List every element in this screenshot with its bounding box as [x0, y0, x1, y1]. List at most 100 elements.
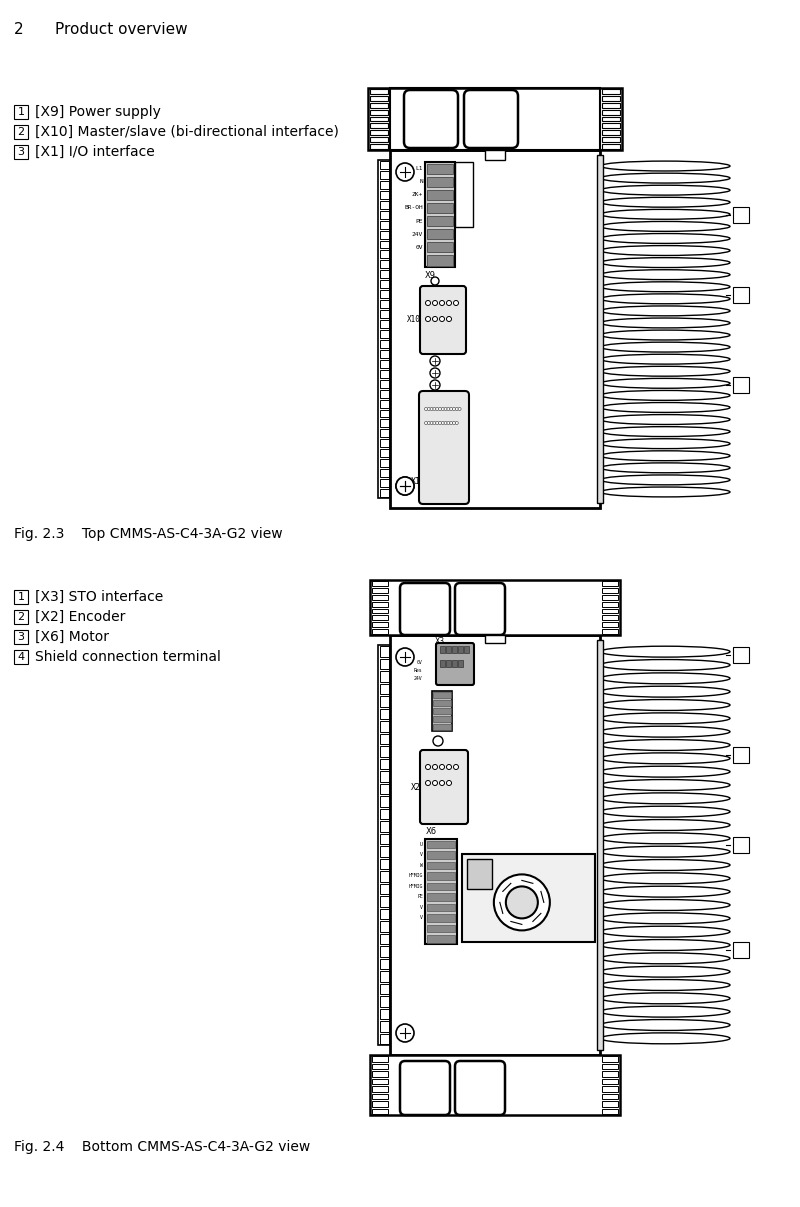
- Circle shape: [433, 316, 438, 321]
- Bar: [380, 390, 389, 397]
- Bar: [380, 200, 389, 209]
- Text: 4: 4: [737, 944, 745, 956]
- Bar: [427, 176, 453, 187]
- Text: 2: 2: [18, 612, 25, 622]
- Ellipse shape: [600, 859, 730, 870]
- Text: 3: 3: [737, 379, 745, 391]
- Bar: [380, 921, 389, 932]
- Ellipse shape: [600, 269, 730, 280]
- Ellipse shape: [600, 426, 730, 437]
- Circle shape: [433, 736, 443, 746]
- Circle shape: [446, 301, 451, 305]
- Bar: [452, 660, 457, 667]
- Bar: [380, 459, 389, 467]
- Bar: [368, 88, 622, 150]
- Bar: [372, 601, 388, 606]
- Ellipse shape: [600, 952, 730, 964]
- Bar: [380, 858, 389, 869]
- Bar: [380, 696, 389, 706]
- Text: X2: X2: [411, 782, 421, 792]
- Bar: [380, 946, 389, 956]
- Circle shape: [446, 781, 451, 786]
- Ellipse shape: [600, 281, 730, 292]
- Bar: [380, 671, 389, 682]
- Bar: [602, 1056, 618, 1061]
- Circle shape: [444, 421, 447, 425]
- Bar: [602, 103, 620, 107]
- FancyBboxPatch shape: [420, 286, 466, 354]
- Bar: [380, 181, 389, 188]
- Ellipse shape: [600, 899, 730, 910]
- Ellipse shape: [600, 780, 730, 791]
- Text: 0V: 0V: [415, 245, 423, 250]
- Bar: [370, 581, 620, 635]
- Text: V: V: [420, 915, 423, 920]
- Ellipse shape: [600, 740, 730, 751]
- Circle shape: [439, 781, 445, 786]
- Bar: [14, 145, 28, 159]
- Bar: [380, 221, 389, 228]
- Bar: [427, 871, 455, 880]
- Bar: [380, 369, 389, 378]
- Bar: [380, 420, 389, 427]
- Bar: [14, 610, 28, 624]
- Ellipse shape: [600, 820, 730, 830]
- Bar: [380, 996, 389, 1007]
- Bar: [380, 709, 389, 719]
- Bar: [602, 130, 620, 135]
- Bar: [602, 616, 618, 620]
- Text: X6: X6: [426, 827, 437, 835]
- Bar: [427, 925, 455, 932]
- Bar: [433, 724, 451, 730]
- Ellipse shape: [600, 245, 730, 256]
- Circle shape: [454, 764, 458, 770]
- Bar: [380, 721, 389, 731]
- FancyBboxPatch shape: [419, 391, 469, 505]
- Ellipse shape: [600, 980, 730, 991]
- FancyBboxPatch shape: [464, 91, 518, 148]
- Circle shape: [439, 764, 445, 770]
- Bar: [380, 320, 389, 328]
- Bar: [380, 758, 389, 769]
- Bar: [372, 623, 388, 628]
- Bar: [380, 871, 389, 881]
- Bar: [380, 449, 389, 457]
- FancyBboxPatch shape: [400, 1061, 450, 1115]
- Ellipse shape: [600, 966, 730, 978]
- Ellipse shape: [600, 939, 730, 950]
- Text: 24V: 24V: [412, 232, 423, 237]
- Ellipse shape: [600, 317, 730, 328]
- Bar: [464, 646, 469, 653]
- Text: 2: 2: [18, 127, 25, 138]
- Bar: [380, 933, 389, 944]
- Bar: [370, 1055, 620, 1115]
- Bar: [380, 659, 389, 669]
- Bar: [433, 709, 451, 715]
- Bar: [733, 287, 749, 303]
- Circle shape: [444, 408, 447, 410]
- Circle shape: [396, 477, 414, 495]
- Bar: [427, 904, 455, 911]
- Bar: [380, 1009, 389, 1019]
- Bar: [733, 647, 749, 663]
- Ellipse shape: [600, 330, 730, 340]
- Ellipse shape: [600, 293, 730, 304]
- Bar: [372, 1071, 388, 1077]
- Bar: [372, 608, 388, 613]
- Bar: [602, 110, 620, 115]
- Bar: [733, 836, 749, 853]
- Bar: [380, 909, 389, 919]
- Circle shape: [506, 886, 538, 919]
- Bar: [380, 280, 389, 288]
- Circle shape: [436, 421, 438, 425]
- Circle shape: [455, 408, 458, 410]
- Bar: [733, 941, 749, 958]
- Text: Product overview: Product overview: [55, 22, 188, 37]
- FancyBboxPatch shape: [400, 583, 450, 635]
- Circle shape: [433, 764, 438, 770]
- Text: 4: 4: [18, 652, 25, 661]
- Circle shape: [433, 301, 438, 305]
- Bar: [380, 161, 389, 169]
- Bar: [602, 1079, 618, 1084]
- Text: 2: 2: [737, 748, 745, 762]
